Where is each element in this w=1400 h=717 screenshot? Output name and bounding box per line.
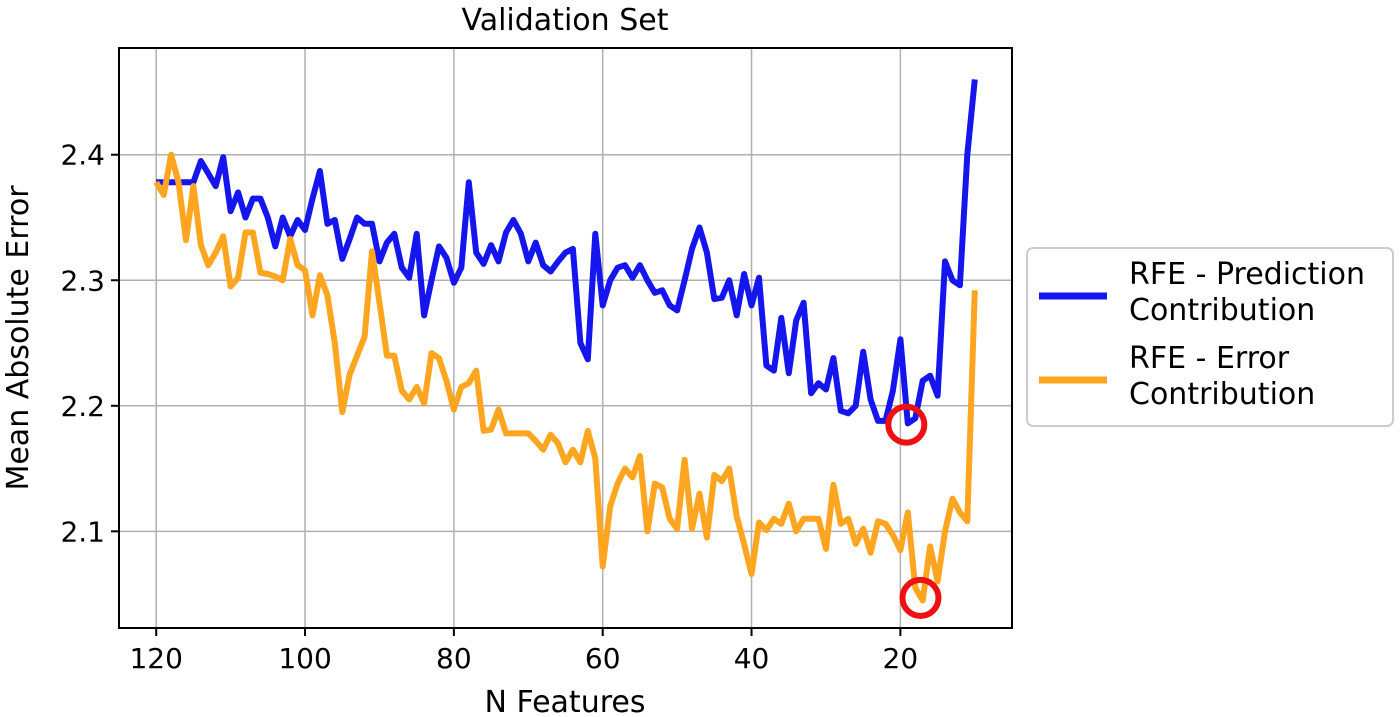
legend-label-error: RFE - Error (1129, 341, 1290, 376)
minimum-marker-circle-2 (899, 576, 942, 619)
x-axis-title: N Features (485, 685, 646, 717)
x-tick-label: 20 (883, 642, 919, 675)
y-axis-title: Mean Absolute Error (1, 185, 36, 491)
x-tick-label: 60 (585, 642, 621, 675)
chart-title: Validation Set (462, 3, 669, 38)
y-tick-label: 2.1 (60, 515, 105, 548)
y-tick-label: 2.3 (60, 264, 105, 297)
y-axis: 2.1 2.2 2.3 2.4 (60, 139, 119, 548)
series-lines (153, 79, 978, 604)
y-tick-label: 2.4 (60, 139, 105, 172)
plot-frame (118, 47, 1013, 629)
legend-box (1026, 247, 1394, 427)
x-tick-label: 120 (129, 642, 182, 675)
x-axis: 120 100 80 60 40 20 (129, 628, 918, 675)
x-tick-label: 40 (734, 642, 770, 675)
legend-label-prediction: RFE - Prediction (1129, 257, 1365, 292)
y-tick-label: 2.2 (60, 390, 105, 423)
legend-label-error-line2: Contribution (1129, 377, 1315, 412)
annotation-circles (885, 403, 942, 619)
grid (119, 48, 1012, 628)
series-line-prediction-contribution (156, 79, 978, 427)
x-tick-label: 100 (278, 642, 331, 675)
series-line-error-contribution (153, 151, 978, 604)
legend: RFE - Prediction Contribution RFE - Erro… (1026, 247, 1394, 427)
x-tick-label: 80 (436, 642, 472, 675)
legend-label-prediction-line2: Contribution (1129, 293, 1315, 328)
minimum-marker-circle-1 (885, 403, 928, 446)
